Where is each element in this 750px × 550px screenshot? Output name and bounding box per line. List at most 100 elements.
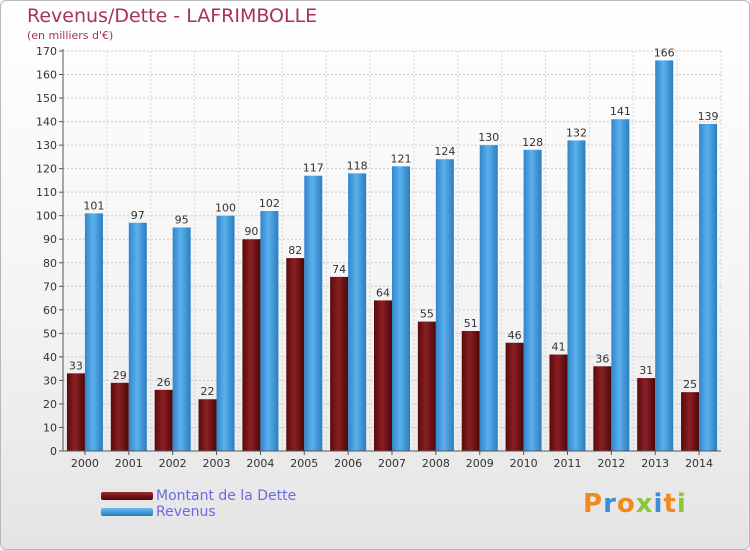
data-label-debt: 31: [639, 364, 653, 377]
bar-debt: [681, 392, 700, 451]
y-tick-label: 170: [36, 45, 57, 58]
data-label-revenue: 130: [478, 131, 499, 144]
data-label-revenue: 117: [303, 162, 324, 175]
bar-debt: [242, 239, 261, 451]
x-tick-label: 2006: [334, 457, 362, 470]
y-tick-label: 100: [36, 210, 57, 223]
chart-subtitle: (en milliers d'€): [27, 29, 114, 42]
x-tick-label: 2004: [246, 457, 274, 470]
bar-debt: [66, 373, 85, 451]
bar-debt: [461, 331, 480, 451]
logo-letter: i: [653, 489, 664, 519]
bar-debt: [417, 321, 436, 451]
bar-revenue: [611, 119, 630, 451]
legend-label-debt: Montant de la Dette: [156, 488, 297, 504]
y-tick-label: 20: [43, 398, 57, 411]
x-tick-label: 2001: [115, 457, 143, 470]
data-label-revenue: 121: [391, 152, 412, 165]
bar-revenue: [172, 227, 191, 451]
bar-revenue: [523, 149, 542, 451]
data-label-revenue: 124: [434, 145, 455, 158]
data-label-debt: 26: [157, 376, 171, 389]
bar-revenue: [655, 60, 674, 451]
data-label-debt: 46: [508, 329, 522, 342]
bar-debt: [549, 354, 568, 451]
data-label-debt: 29: [113, 369, 127, 382]
y-tick-label: 0: [50, 445, 57, 458]
data-label-debt: 36: [595, 352, 609, 365]
bar-debt: [154, 389, 173, 451]
y-tick-label: 10: [43, 421, 57, 434]
x-tick-label: 2010: [510, 457, 538, 470]
bars: [66, 60, 718, 452]
bar-debt: [198, 399, 217, 451]
logo-letter: o: [616, 489, 636, 519]
x-tick-label: 2012: [597, 457, 625, 470]
data-label-revenue: 95: [175, 213, 189, 226]
data-label-revenue: 139: [698, 110, 719, 123]
x-tick-label: 2002: [159, 457, 187, 470]
data-label-revenue: 101: [83, 199, 104, 212]
bar-revenue: [348, 173, 367, 451]
y-tick-label: 140: [36, 116, 57, 129]
legend-label-revenue: Revenus: [156, 504, 216, 520]
data-label-debt: 41: [551, 341, 565, 354]
data-label-debt: 33: [69, 359, 83, 372]
x-tick-label: 2005: [290, 457, 318, 470]
y-tick-label: 110: [36, 186, 57, 199]
logo-letter: r: [603, 489, 617, 519]
data-label-debt: 64: [376, 286, 390, 299]
y-tick-label: 150: [36, 92, 57, 105]
data-label-revenue: 128: [522, 136, 543, 149]
x-tick-label: 2000: [71, 457, 99, 470]
bar-revenue: [128, 222, 147, 451]
logo-letter: P: [583, 489, 604, 519]
data-label-revenue: 102: [259, 197, 280, 210]
bar-revenue: [699, 123, 718, 452]
bar-debt: [637, 378, 656, 451]
data-label-revenue: 118: [347, 159, 368, 172]
y-tick-label: 160: [36, 69, 57, 82]
bar-debt: [593, 366, 612, 451]
data-label-revenue: 141: [610, 105, 631, 118]
logo-letter: x: [635, 489, 654, 519]
data-label-revenue: 132: [566, 126, 587, 139]
y-tick-label: 40: [43, 351, 57, 364]
bar-debt: [110, 382, 129, 451]
data-label-revenue: 166: [654, 46, 675, 59]
x-tick-label: 2013: [641, 457, 669, 470]
y-tick-label: 70: [43, 280, 57, 293]
bar-debt: [505, 342, 524, 451]
bar-revenue: [567, 140, 586, 452]
x-tick-label: 2011: [553, 457, 581, 470]
bar-revenue: [84, 213, 103, 451]
data-label-debt: 55: [420, 308, 434, 321]
x-tick-label: 2009: [466, 457, 494, 470]
x-tick-label: 2003: [203, 457, 231, 470]
y-tick-label: 50: [43, 327, 57, 340]
data-label-debt: 82: [288, 244, 302, 257]
bar-revenue: [260, 211, 279, 451]
logo-letter: i: [676, 489, 687, 519]
x-tick-label: 2007: [378, 457, 406, 470]
logo-letter: t: [663, 489, 677, 519]
data-labels: 33 101 29 97 26 95 22 100 90 102 82 117 74 118 64 121 55…: [69, 46, 719, 398]
axes: 0 10 20 30 40 50 60 70 80 90 100 110 120 130 140 150 160…: [36, 45, 721, 470]
data-label-revenue: 100: [215, 202, 236, 215]
y-tick-label: 90: [43, 233, 57, 246]
x-tick-label: 2014: [685, 457, 713, 470]
legend-swatch-revenue: [101, 508, 153, 516]
x-tick-label: 2008: [422, 457, 450, 470]
bar-revenue: [479, 145, 498, 451]
proxiti-logo: Proxiti: [583, 489, 687, 519]
y-tick-label: 120: [36, 163, 57, 176]
bar-revenue: [392, 166, 410, 451]
bar-debt: [286, 258, 305, 451]
y-tick-label: 60: [43, 304, 57, 317]
bar-revenue: [304, 175, 323, 452]
data-label-debt: 25: [683, 378, 697, 391]
bar-debt: [330, 276, 349, 451]
bar-revenue: [216, 215, 235, 451]
